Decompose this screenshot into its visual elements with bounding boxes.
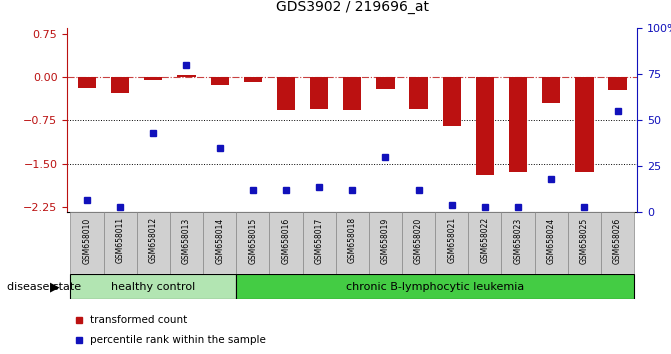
Text: GSM658012: GSM658012 [149, 217, 158, 263]
Text: GSM658010: GSM658010 [83, 217, 91, 264]
Bar [409, 77, 427, 109]
Text: GSM658014: GSM658014 [215, 217, 224, 264]
Bar [269, 212, 303, 274]
Bar [144, 77, 162, 80]
Text: GSM658015: GSM658015 [248, 217, 257, 264]
Bar [170, 212, 203, 274]
Text: GSM658020: GSM658020 [414, 217, 423, 264]
Bar [402, 212, 435, 274]
Bar [236, 274, 634, 299]
Bar [336, 212, 369, 274]
Bar [70, 212, 103, 274]
Bar [376, 77, 395, 89]
Bar [369, 212, 402, 274]
Bar [542, 77, 560, 103]
Text: GSM658022: GSM658022 [480, 217, 489, 263]
Bar [443, 77, 461, 126]
Bar [601, 212, 634, 274]
Text: GSM658021: GSM658021 [448, 217, 456, 263]
Bar [476, 77, 494, 175]
Bar [435, 212, 468, 274]
Bar [244, 77, 262, 82]
Bar [568, 212, 601, 274]
Text: transformed count: transformed count [90, 315, 187, 325]
Bar [177, 75, 195, 77]
Bar [103, 212, 137, 274]
Bar [303, 212, 336, 274]
Bar [203, 212, 236, 274]
Bar [310, 77, 328, 109]
Text: GSM658026: GSM658026 [613, 217, 622, 264]
Text: GSM658017: GSM658017 [315, 217, 323, 264]
Bar [111, 77, 130, 93]
Bar [609, 77, 627, 90]
Text: GSM658019: GSM658019 [381, 217, 390, 264]
Text: chronic B-lymphocytic leukemia: chronic B-lymphocytic leukemia [346, 282, 524, 292]
Text: disease state: disease state [7, 282, 81, 292]
Bar [211, 77, 229, 85]
Bar [468, 212, 501, 274]
Text: GSM658025: GSM658025 [580, 217, 589, 264]
Bar [277, 77, 295, 110]
Bar [509, 77, 527, 172]
Text: GSM658024: GSM658024 [547, 217, 556, 264]
Bar [137, 212, 170, 274]
Bar [78, 77, 96, 87]
Text: percentile rank within the sample: percentile rank within the sample [90, 335, 266, 345]
Bar [501, 212, 535, 274]
Text: GSM658023: GSM658023 [513, 217, 523, 264]
Text: GSM658013: GSM658013 [182, 217, 191, 264]
Text: ▶: ▶ [50, 280, 60, 293]
Text: GDS3902 / 219696_at: GDS3902 / 219696_at [276, 0, 429, 14]
Text: GSM658018: GSM658018 [348, 217, 357, 263]
Text: GSM658016: GSM658016 [281, 217, 291, 264]
Bar [236, 212, 269, 274]
Text: healthy control: healthy control [111, 282, 195, 292]
Bar [575, 77, 594, 172]
Bar [535, 212, 568, 274]
Bar [70, 274, 236, 299]
Bar [343, 77, 362, 110]
Text: GSM658011: GSM658011 [115, 217, 125, 263]
